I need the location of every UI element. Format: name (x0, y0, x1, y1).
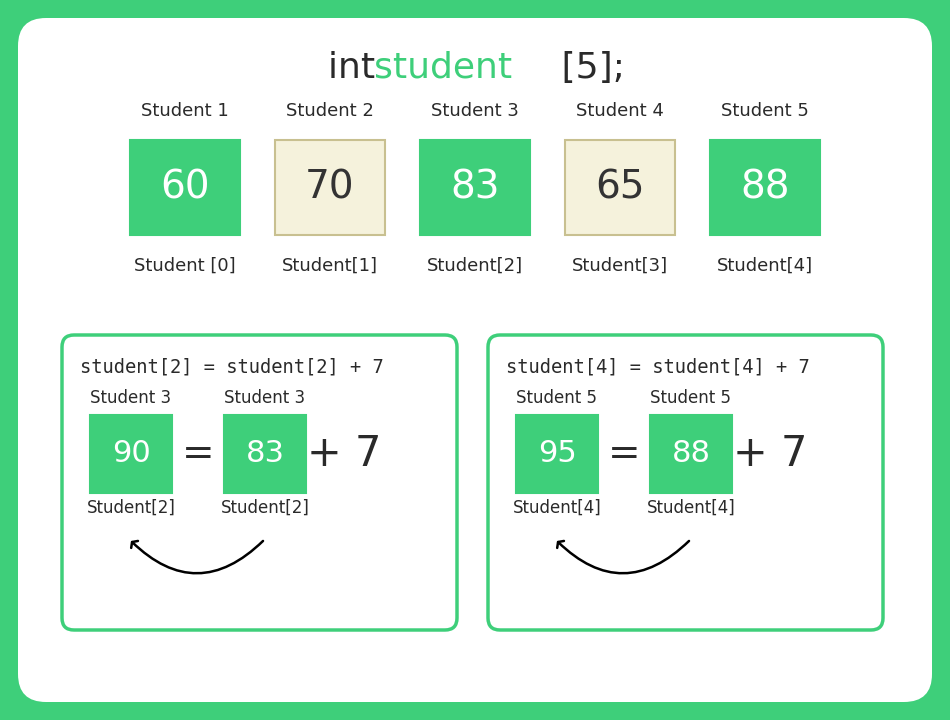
FancyBboxPatch shape (516, 415, 598, 493)
FancyBboxPatch shape (224, 415, 306, 493)
Text: 83: 83 (245, 439, 284, 469)
Text: Student 2: Student 2 (286, 102, 374, 120)
Text: Student[4]: Student[4] (717, 257, 813, 275)
FancyBboxPatch shape (18, 18, 932, 702)
Text: Student 3: Student 3 (224, 389, 306, 407)
Text: Student[2]: Student[2] (427, 257, 523, 275)
Text: 70: 70 (305, 168, 354, 207)
FancyBboxPatch shape (130, 140, 240, 235)
FancyBboxPatch shape (90, 415, 172, 493)
FancyBboxPatch shape (650, 415, 732, 493)
Text: + 7: + 7 (307, 433, 381, 475)
Text: [5];: [5]; (550, 51, 625, 85)
Text: Student 3: Student 3 (90, 389, 172, 407)
Text: + 7: + 7 (732, 433, 808, 475)
Text: Student[1]: Student[1] (282, 257, 378, 275)
Text: 65: 65 (596, 168, 645, 207)
Text: 88: 88 (672, 439, 711, 469)
Text: 90: 90 (112, 439, 150, 469)
Text: Student 4: Student 4 (576, 102, 664, 120)
Text: 83: 83 (450, 168, 500, 207)
Text: =: = (181, 435, 215, 473)
Text: Student[2]: Student[2] (86, 499, 176, 517)
FancyBboxPatch shape (488, 335, 883, 630)
Text: Student 3: Student 3 (431, 102, 519, 120)
Text: int: int (328, 51, 387, 85)
Text: Student[4]: Student[4] (513, 499, 601, 517)
Text: student[4] = student[4] + 7: student[4] = student[4] + 7 (506, 358, 809, 377)
Text: Student[2]: Student[2] (220, 499, 310, 517)
Text: student: student (374, 51, 512, 85)
Text: student[2] = student[2] + 7: student[2] = student[2] + 7 (80, 358, 384, 377)
FancyBboxPatch shape (420, 140, 530, 235)
Text: 60: 60 (161, 168, 210, 207)
FancyBboxPatch shape (565, 140, 675, 235)
Text: 88: 88 (740, 168, 789, 207)
Text: Student[4]: Student[4] (647, 499, 735, 517)
FancyBboxPatch shape (62, 335, 457, 630)
Text: Student 1: Student 1 (142, 102, 229, 120)
Text: Student 5: Student 5 (721, 102, 809, 120)
Text: Student 5: Student 5 (651, 389, 732, 407)
Text: Student[3]: Student[3] (572, 257, 668, 275)
Text: =: = (608, 435, 640, 473)
FancyBboxPatch shape (275, 140, 385, 235)
Text: 95: 95 (538, 439, 577, 469)
Text: Student 5: Student 5 (517, 389, 598, 407)
FancyBboxPatch shape (710, 140, 820, 235)
Text: Student [0]: Student [0] (134, 257, 236, 275)
